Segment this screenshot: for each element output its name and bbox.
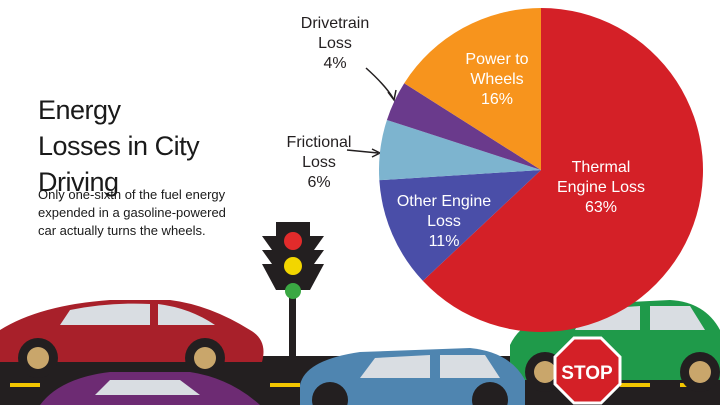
pie-slice bbox=[422, 8, 704, 332]
chart-subtitle: Only one-sixth of the fuel energy expend… bbox=[38, 187, 226, 238]
category-label: Other Engine Loss bbox=[396, 193, 492, 230]
traffic-light bbox=[262, 222, 324, 358]
pie-slice bbox=[386, 83, 541, 170]
pie bbox=[379, 8, 704, 332]
category-label: Drivetrain Loss bbox=[300, 15, 370, 52]
value-label: 6% bbox=[307, 174, 331, 191]
slice-label: Drivetrain Loss 4% bbox=[300, 14, 370, 74]
category-label: Frictional Loss bbox=[286, 134, 352, 171]
pie-slice bbox=[404, 8, 541, 170]
blue-car bbox=[300, 348, 525, 405]
category-label: Thermal Engine Loss bbox=[556, 159, 646, 196]
value-label: 16% bbox=[480, 91, 514, 108]
red-car bbox=[0, 300, 264, 378]
slice-label: Thermal Engine Loss 63% bbox=[556, 158, 646, 218]
category-label: Power to Wheels bbox=[465, 51, 529, 88]
purple-car bbox=[40, 372, 260, 405]
chart-title: Energy Losses in City Driving bbox=[38, 95, 200, 197]
slice-label: Other Engine Loss 11% bbox=[384, 192, 504, 252]
slice-label: Frictional Loss 6% bbox=[286, 133, 352, 193]
pie-slice bbox=[379, 170, 541, 281]
value-label: 63% bbox=[584, 199, 618, 216]
slice-label: Power to Wheels 16% bbox=[462, 50, 532, 110]
value-label: 11% bbox=[428, 233, 460, 250]
pie-slice bbox=[379, 119, 541, 181]
stop-sign: STOP bbox=[553, 336, 622, 405]
value-label: 4% bbox=[323, 55, 347, 72]
svg-text:STOP: STOP bbox=[561, 363, 613, 384]
